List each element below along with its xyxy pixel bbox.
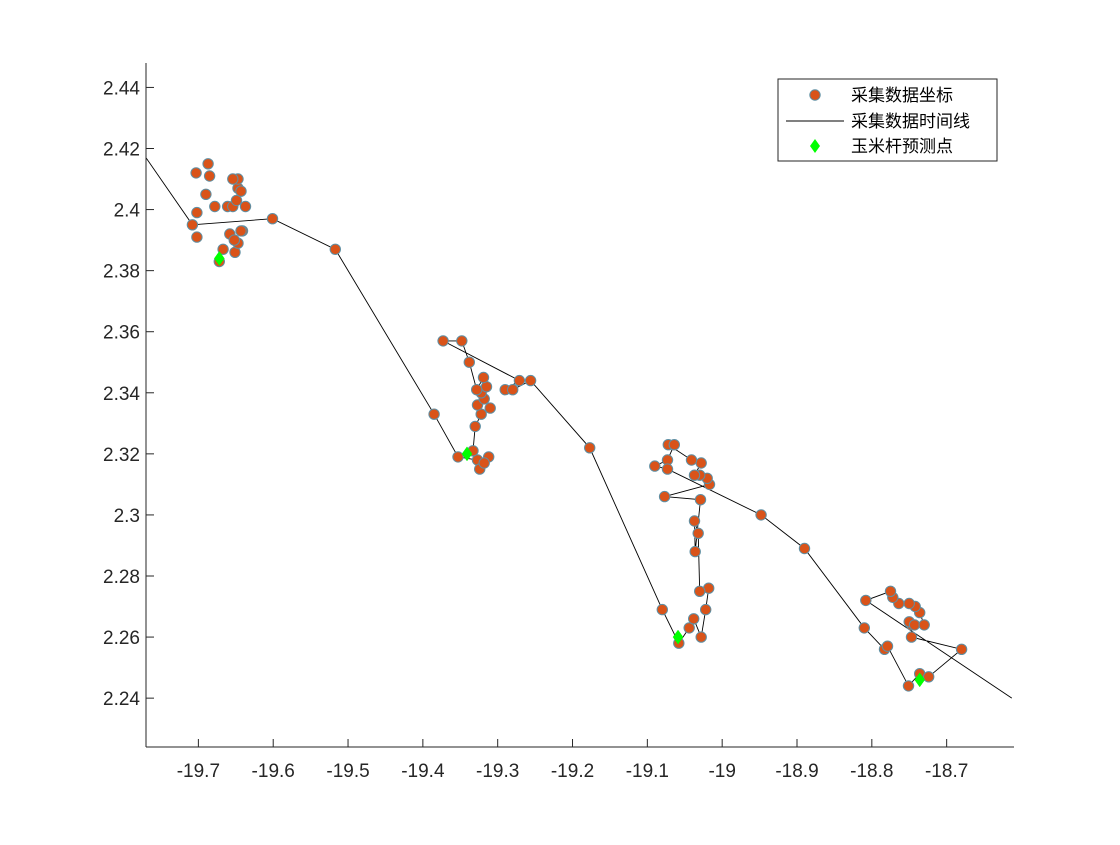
- y-tick-label: 2.44: [103, 78, 140, 99]
- axes: [145, 63, 1014, 748]
- legend-diamond-icon: [810, 139, 820, 153]
- data-point-marker: [688, 515, 701, 527]
- data-point-marker: [685, 454, 698, 466]
- data-point-marker: [688, 613, 700, 625]
- data-point-marker: [689, 545, 701, 558]
- data-point-marker: [700, 603, 712, 616]
- data-point-marker: [903, 597, 915, 610]
- data-point-marker: [191, 206, 203, 219]
- data-point-marker: [507, 384, 519, 396]
- y-tick-label: 2.3: [114, 506, 140, 527]
- data-point-marker: [661, 463, 674, 475]
- data-point-marker: [688, 469, 701, 481]
- data-point-marker: [235, 185, 247, 197]
- x-tick-label: -18.7: [925, 761, 968, 782]
- tick-labels: -19.7 -19.6 -19.5 -19.4 -19.3 -19.2 -19.1 -19 -1…: [103, 78, 968, 782]
- data-point-marker: [902, 680, 915, 692]
- legend-label: 采集数据时间线: [851, 112, 970, 131]
- data-point-marker: [908, 619, 921, 631]
- x-tick-label: -19.5: [326, 761, 369, 782]
- data-point-marker: [456, 335, 468, 347]
- y-tick-label: 2.42: [103, 140, 140, 161]
- data-point-marker: [513, 374, 526, 387]
- data-point-marker: [266, 213, 279, 225]
- data-point-marker: [694, 494, 707, 506]
- y-tick-label: 2.32: [103, 445, 140, 466]
- x-tick-label: -19.3: [476, 761, 519, 782]
- data-point-marker: [692, 527, 704, 539]
- data-point-marker: [918, 619, 930, 631]
- y-tick-label: 2.38: [103, 262, 140, 283]
- y-tick-label: 2.34: [103, 384, 140, 405]
- data-point-marker: [884, 585, 897, 597]
- data-point-marker: [235, 225, 247, 237]
- data-point-marker: [452, 451, 464, 463]
- x-tick-label: -19.6: [252, 761, 295, 782]
- data-point-marker: [230, 194, 243, 207]
- data-point-marker: [239, 200, 252, 213]
- data-point-marker: [656, 603, 668, 616]
- data-point-marker: [798, 542, 811, 555]
- predicted-point-marker: [672, 629, 684, 645]
- data-point-marker: [668, 439, 680, 451]
- data-point-marker: [881, 640, 894, 652]
- data-point-marker: [463, 356, 475, 368]
- y-tick-label: 2.36: [103, 323, 140, 344]
- data-point-marker: [209, 200, 221, 213]
- data-point-marker: [658, 490, 671, 503]
- data-point-marker: [923, 671, 935, 683]
- data-point-marker: [437, 335, 449, 347]
- data-point-marker: [190, 167, 202, 179]
- data-point-marker: [484, 402, 496, 414]
- data-point-marker: [200, 188, 212, 201]
- data-point-marker: [471, 384, 483, 396]
- data-point-marker: [649, 460, 661, 472]
- y-tick-label: 2.4: [114, 201, 141, 222]
- data-point-marker: [478, 457, 490, 469]
- legend-marker-icon: [809, 89, 821, 101]
- data-point-marker: [858, 622, 870, 634]
- x-tick-label: -19.7: [177, 761, 220, 782]
- predicted-point-marker: [914, 672, 926, 688]
- x-tick-label: -19.2: [551, 761, 594, 782]
- data-point-marker: [469, 420, 481, 433]
- data-point-marker: [584, 442, 596, 454]
- x-tick-label: -18.9: [775, 761, 818, 782]
- data-point-marker: [191, 231, 203, 243]
- data-point-marker: [329, 243, 341, 256]
- data-point-marker: [477, 371, 490, 384]
- data-point-marker: [186, 219, 199, 231]
- predicted-layer: [214, 250, 926, 688]
- legend-label: 玉米杆预测点: [851, 137, 953, 156]
- data-point-marker: [428, 408, 440, 420]
- data-point-marker: [694, 585, 706, 597]
- x-tick-label: -18.8: [850, 761, 893, 782]
- x-tick-label: -19.4: [401, 761, 445, 782]
- data-point-marker: [905, 631, 918, 643]
- data-point-marker: [217, 243, 229, 256]
- x-tick-label: -19.1: [626, 761, 669, 782]
- y-tick-label: 2.26: [103, 628, 140, 649]
- y-tick-label: 2.24: [103, 689, 140, 710]
- predicted-point-marker: [214, 250, 225, 266]
- marker-layer: [186, 158, 968, 692]
- data-point-marker: [202, 158, 214, 170]
- x-tick-label: -19: [708, 761, 735, 782]
- legend-label: 采集数据坐标: [851, 86, 953, 105]
- data-point-marker: [683, 622, 695, 634]
- data-point-marker: [695, 457, 707, 469]
- predicted-point-marker: [461, 446, 473, 462]
- data-point-marker: [228, 234, 241, 246]
- data-point-marker: [524, 374, 537, 387]
- data-point-marker: [755, 509, 767, 521]
- data-point-marker: [227, 173, 239, 185]
- data-point-marker: [860, 594, 872, 607]
- data-point-marker: [695, 631, 707, 643]
- y-tick-label: 2.28: [103, 567, 140, 588]
- data-point-marker: [203, 170, 216, 182]
- data-point-marker: [955, 643, 968, 655]
